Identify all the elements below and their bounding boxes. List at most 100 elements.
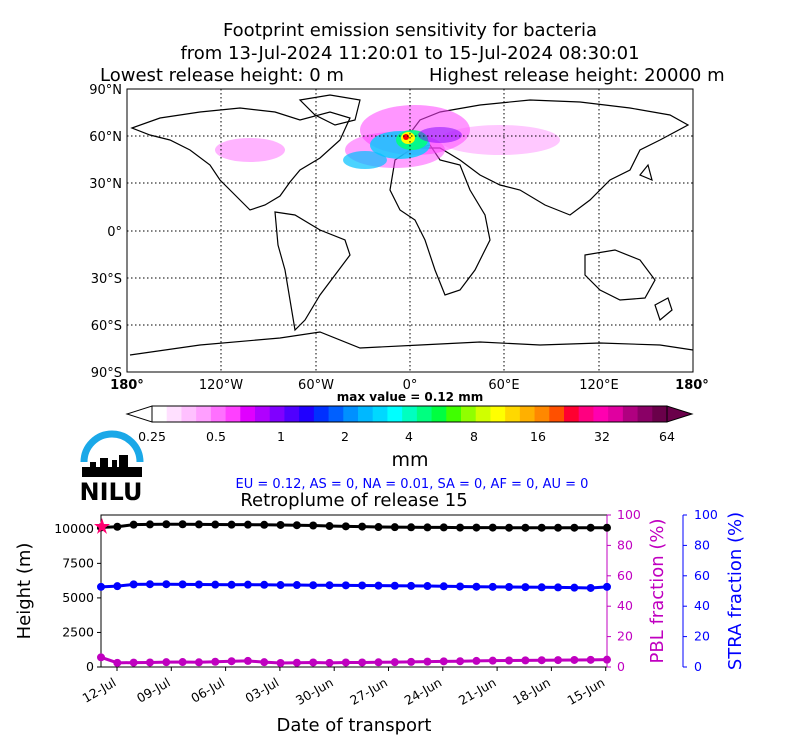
series-point <box>309 581 318 590</box>
series-point <box>129 520 138 529</box>
colorbar-tick: 64 <box>659 429 675 444</box>
series-point <box>292 581 301 590</box>
series-point <box>472 656 481 665</box>
series-point <box>554 523 563 532</box>
colorbar-cell <box>637 406 653 422</box>
series-point <box>439 523 448 532</box>
coastlines <box>129 94 694 356</box>
retroplume-chart: Retroplume of release 15 0 2500 5000 7500 10… <box>14 490 746 736</box>
series-point <box>456 657 465 666</box>
date-tick-label: 12-Jul <box>80 675 119 706</box>
lat-label: 30°S <box>91 272 122 287</box>
series-point <box>570 655 579 664</box>
colorbar-cell <box>240 406 256 422</box>
series-point <box>521 583 530 592</box>
stra-tick-label: 100 <box>694 507 718 522</box>
colorbar-cell <box>578 406 594 422</box>
lon-label: 60°W <box>298 378 334 393</box>
colorbar-tick: 0.25 <box>138 429 166 444</box>
series-point <box>374 658 383 667</box>
series-point <box>570 523 579 532</box>
stra-tick-label: 0 <box>694 659 702 674</box>
series-point <box>554 656 563 665</box>
colorbar-cell <box>299 406 315 422</box>
series-point <box>603 523 611 532</box>
colorbar-cell <box>416 406 433 422</box>
pbl-tick-label: 0 <box>617 659 625 674</box>
lon-label: 0° <box>403 378 418 393</box>
colorbar-cell <box>225 406 241 422</box>
series-point <box>456 523 465 532</box>
series-point <box>309 658 318 667</box>
title-lowest-height: Lowest release height: 0 m <box>100 65 344 86</box>
colorbar-high-arrow <box>666 405 694 423</box>
stra-tick-label: 40 <box>694 598 710 613</box>
series-point <box>325 522 334 531</box>
colorbar-low-arrow <box>125 405 153 423</box>
series-point <box>505 582 514 591</box>
colorbar-cell <box>284 406 300 422</box>
colorbar-cell <box>358 406 374 422</box>
series-point <box>227 520 236 529</box>
date-tick-label: 18-Jun <box>510 675 553 708</box>
series-point <box>358 522 367 531</box>
date-axis-ticks: 12-Jul 09-Jul 06-Jul 03-Jul 30-Jun 27-Jun 24-J… <box>80 667 607 708</box>
date-tick-label: 30-Jun <box>293 675 336 708</box>
colorbar-tick: 32 <box>594 429 610 444</box>
height-tick-label: 5000 <box>62 590 94 605</box>
series-point <box>113 582 122 591</box>
colorbar-ticks: 0.25 0.5 1 2 4 8 16 32 64 <box>138 429 675 444</box>
series-point <box>292 521 301 530</box>
series-point <box>162 580 171 589</box>
stra-axis-ticks: 0 20 40 60 80 100 <box>683 507 718 674</box>
map-gridlines <box>127 89 693 372</box>
pbl-axis-label: PBL fraction (%) <box>647 519 668 664</box>
series-point <box>276 581 285 590</box>
date-tick-label: 24-Jun <box>402 675 445 708</box>
plot-area <box>100 514 608 668</box>
series-point <box>178 658 187 667</box>
nilu-logo-text: NILU <box>80 478 143 506</box>
series-point <box>488 523 497 532</box>
series-point <box>505 656 514 665</box>
pbl-tick-label: 20 <box>617 629 633 644</box>
series-point <box>488 582 497 591</box>
date-tick-label: 15-Jun <box>564 675 607 708</box>
colorbar-cell <box>564 406 580 422</box>
stra-axis-label: STRA fraction (%) <box>725 512 746 670</box>
colorbar-tick: 16 <box>530 429 546 444</box>
nilu-logo: NILU <box>80 430 144 506</box>
series-point <box>292 658 301 667</box>
lon-label: 180° <box>675 378 709 393</box>
series-point <box>358 581 367 590</box>
series-point <box>276 658 285 667</box>
regions-label: EU = 0.12, AS = 0, NA = 0.01, SA = 0, AF… <box>236 477 589 492</box>
lon-label: 180° <box>110 378 144 393</box>
series-point <box>325 658 334 667</box>
colorbar-cell <box>446 406 462 422</box>
colorbar-cell <box>181 406 197 422</box>
height-tick-label: 7500 <box>62 555 94 570</box>
colorbar-cell <box>431 406 447 422</box>
series-point <box>260 580 269 589</box>
title-line-2: from 13-Jul-2024 11:20:01 to 15-Jul-2024… <box>180 43 640 64</box>
series-point <box>243 580 252 589</box>
series-point <box>145 520 154 529</box>
lon-label: 120°W <box>199 378 243 393</box>
lon-label: 120°E <box>579 378 619 393</box>
series-point <box>113 522 122 531</box>
series-point <box>129 580 138 589</box>
colorbar-cells <box>152 406 668 422</box>
colorbar-cell <box>475 406 491 422</box>
height-tick-label: 10000 <box>54 521 94 536</box>
series-point <box>97 653 105 662</box>
pbl-tick-label: 100 <box>617 507 641 522</box>
title-line-1: Footprint emission sensitivity for bacte… <box>222 20 598 41</box>
date-tick-label: 03-Jul <box>243 675 282 706</box>
series-point <box>374 523 383 532</box>
pbl-tick-label: 40 <box>617 598 633 613</box>
series-point <box>341 522 350 531</box>
series-point <box>537 523 546 532</box>
series-point <box>227 580 236 589</box>
